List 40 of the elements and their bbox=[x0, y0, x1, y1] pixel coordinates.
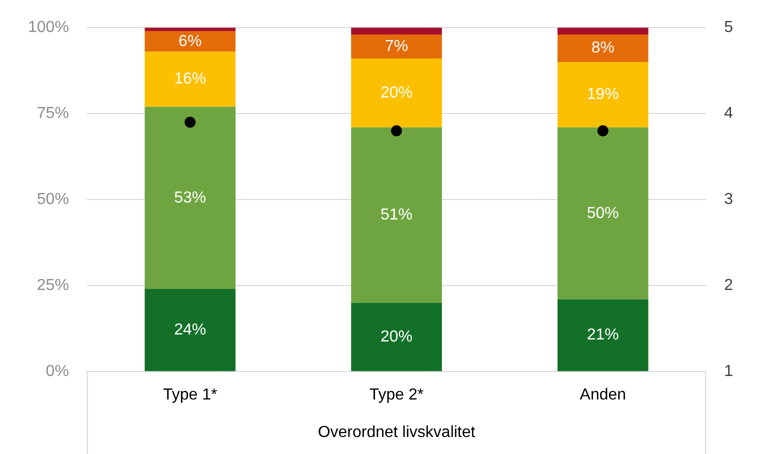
bar bbox=[351, 28, 442, 34]
y2-tick-label: 1 bbox=[724, 363, 734, 380]
data-label: 20% bbox=[380, 84, 413, 102]
x-tick-label: Type 2* bbox=[369, 386, 424, 404]
data-label: 20% bbox=[380, 328, 413, 346]
bar bbox=[144, 52, 236, 107]
y-tick-label: 100% bbox=[28, 19, 69, 36]
bar bbox=[144, 289, 236, 372]
data-label: 7% bbox=[384, 38, 408, 55]
y-tick-label: 75% bbox=[36, 105, 69, 122]
bar bbox=[144, 31, 236, 52]
data-label: 16% bbox=[174, 70, 206, 88]
y2-tick-label: 5 bbox=[724, 19, 734, 36]
y2-tick-label: 2 bbox=[724, 277, 734, 294]
data-label: 50% bbox=[586, 204, 619, 222]
x-tick-label: Type 1* bbox=[162, 386, 218, 404]
y-tick-label: 0% bbox=[46, 363, 69, 380]
x-tick-label: Anden bbox=[580, 386, 626, 404]
bar bbox=[558, 62, 648, 128]
bar bbox=[558, 127, 648, 300]
bar bbox=[351, 34, 442, 59]
y2-tick-label: 3 bbox=[724, 191, 734, 208]
data-label: 6% bbox=[178, 32, 202, 50]
bar bbox=[351, 58, 442, 128]
data-label: 21% bbox=[586, 326, 619, 344]
bar bbox=[558, 34, 648, 62]
data-label: 19% bbox=[586, 86, 619, 104]
y2-tick-label: 4 bbox=[724, 105, 734, 122]
data-label: 8% bbox=[591, 40, 614, 57]
x-axis-title: Overordnet livskvalitet bbox=[318, 424, 476, 441]
y-tick-label: 50% bbox=[36, 191, 69, 208]
bar bbox=[351, 302, 442, 372]
data-label: 24% bbox=[174, 321, 206, 338]
bar bbox=[144, 106, 236, 290]
y-tick-label: 25% bbox=[36, 277, 69, 294]
bar bbox=[558, 299, 648, 372]
data-label: 51% bbox=[380, 206, 413, 224]
bar bbox=[351, 127, 442, 303]
data-label: 53% bbox=[174, 189, 206, 206]
bar bbox=[558, 28, 648, 34]
